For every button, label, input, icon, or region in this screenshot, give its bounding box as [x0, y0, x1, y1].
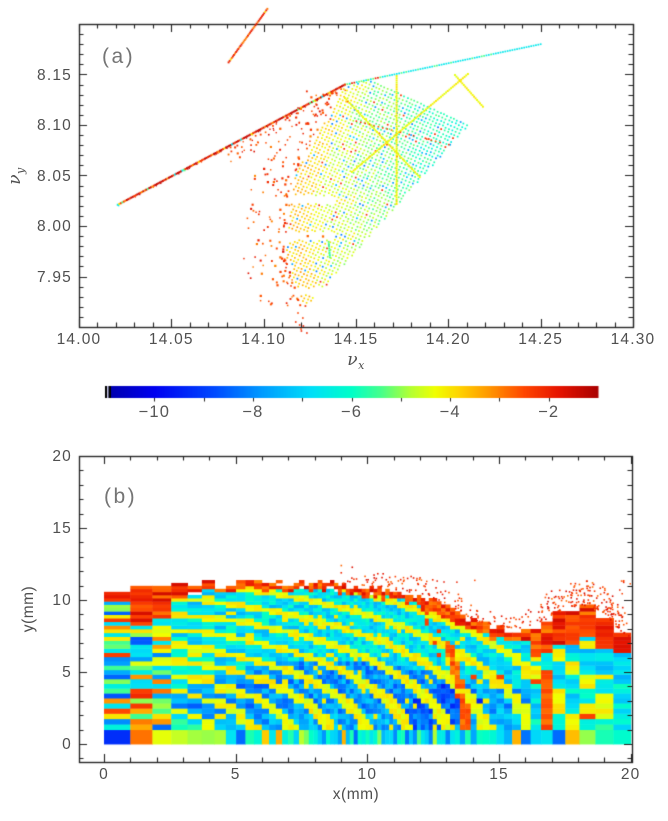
panel-a-x-tick-label: 14.20 — [425, 331, 471, 348]
panel-a-x-axis-title: νx — [326, 350, 386, 372]
colorbar-tick-label: −4 — [439, 403, 461, 421]
panel-a-y-tick-label: 8.00 — [37, 218, 72, 235]
panel-b-x-tick-label: 10 — [357, 766, 378, 783]
panel-b-x-tick-label: 5 — [230, 766, 241, 783]
panel-b-y-tick-label: 5 — [62, 664, 72, 681]
panel-a-x-tick-label: 14.15 — [333, 331, 379, 348]
colorbar-tick-label: −8 — [242, 403, 264, 421]
panel-b-x-tick-label: 20 — [620, 766, 641, 783]
colorbar-tick-label: −10 — [138, 403, 171, 421]
panel-a-y-tick-label: 8.05 — [37, 167, 72, 185]
panel-a-y-tick-label: 7.95 — [37, 268, 72, 286]
panel-b-x-tick-label: 0 — [99, 766, 109, 783]
panel-b-y-tick-label: 20 — [52, 448, 72, 465]
nu-x-symbol: ν — [347, 350, 359, 370]
panel-a-x-tick-label: 14.00 — [56, 331, 102, 348]
panel-a-x-tick-label: 14.05 — [148, 331, 194, 348]
panel-b-x-tick-label: 15 — [489, 766, 509, 783]
panel-a-y-tick-label: 8.15 — [37, 66, 72, 84]
colorbar-tick-label: −6 — [340, 403, 363, 421]
panel-a-x-tick-label: 14.30 — [610, 331, 656, 348]
panel-a-y-tick-label: 8.10 — [37, 117, 72, 134]
panel-b-y-tick-label: 10 — [52, 592, 72, 609]
panel-b-label: (b) — [104, 485, 138, 508]
panel-b-y-axis-title: y(mm) — [20, 585, 37, 633]
panel-b-x-axis-title: x(mm) — [332, 786, 380, 803]
colorbar-tick-label: −2 — [538, 403, 560, 421]
panel-b-y-tick-label: 0 — [62, 736, 72, 753]
panel-a-y-axis-title: νy — [5, 146, 28, 206]
panel-a-label: (a) — [102, 45, 136, 68]
nu-y-subscript: y — [14, 167, 28, 174]
nu-y-symbol: ν — [5, 173, 25, 185]
nu-x-subscript: x — [358, 359, 365, 373]
panel-a-x-tick-label: 14.10 — [241, 331, 287, 348]
panel-a-x-tick-label: 14.25 — [518, 331, 564, 348]
panel-b-y-tick-label: 15 — [52, 520, 72, 537]
